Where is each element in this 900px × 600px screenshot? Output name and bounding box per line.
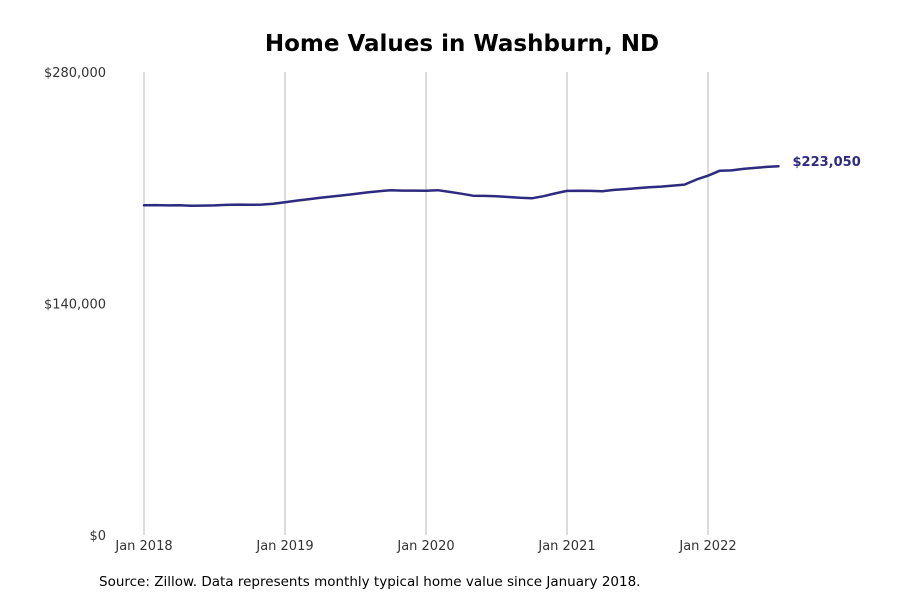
chart-title: Home Values in Washburn, ND	[265, 31, 659, 57]
y-tick-label: $280,000	[44, 66, 106, 81]
series-line	[142, 164, 780, 208]
y-axis-ticks: $0 $140,000 $280,000	[44, 66, 106, 544]
gridlines	[143, 72, 709, 535]
source-note: Source: Zillow. Data represents monthly …	[99, 574, 641, 590]
y-tick-label: $140,000	[44, 298, 106, 313]
x-tick-label: Jan 2019	[255, 539, 313, 554]
x-tick-label: Jan 2022	[678, 539, 736, 554]
x-tick-label: Jan 2021	[537, 539, 595, 554]
end-value-label: $223,050	[793, 155, 861, 170]
y-tick-label: $0	[89, 529, 106, 544]
x-axis-ticks: Jan 2018 Jan 2019 Jan 2020 Jan 2021 Jan 2022	[114, 539, 736, 554]
series-layer: $223,050	[142, 155, 861, 208]
x-tick-label: Jan 2020	[396, 539, 454, 554]
x-tick-label: Jan 2018	[114, 539, 172, 554]
